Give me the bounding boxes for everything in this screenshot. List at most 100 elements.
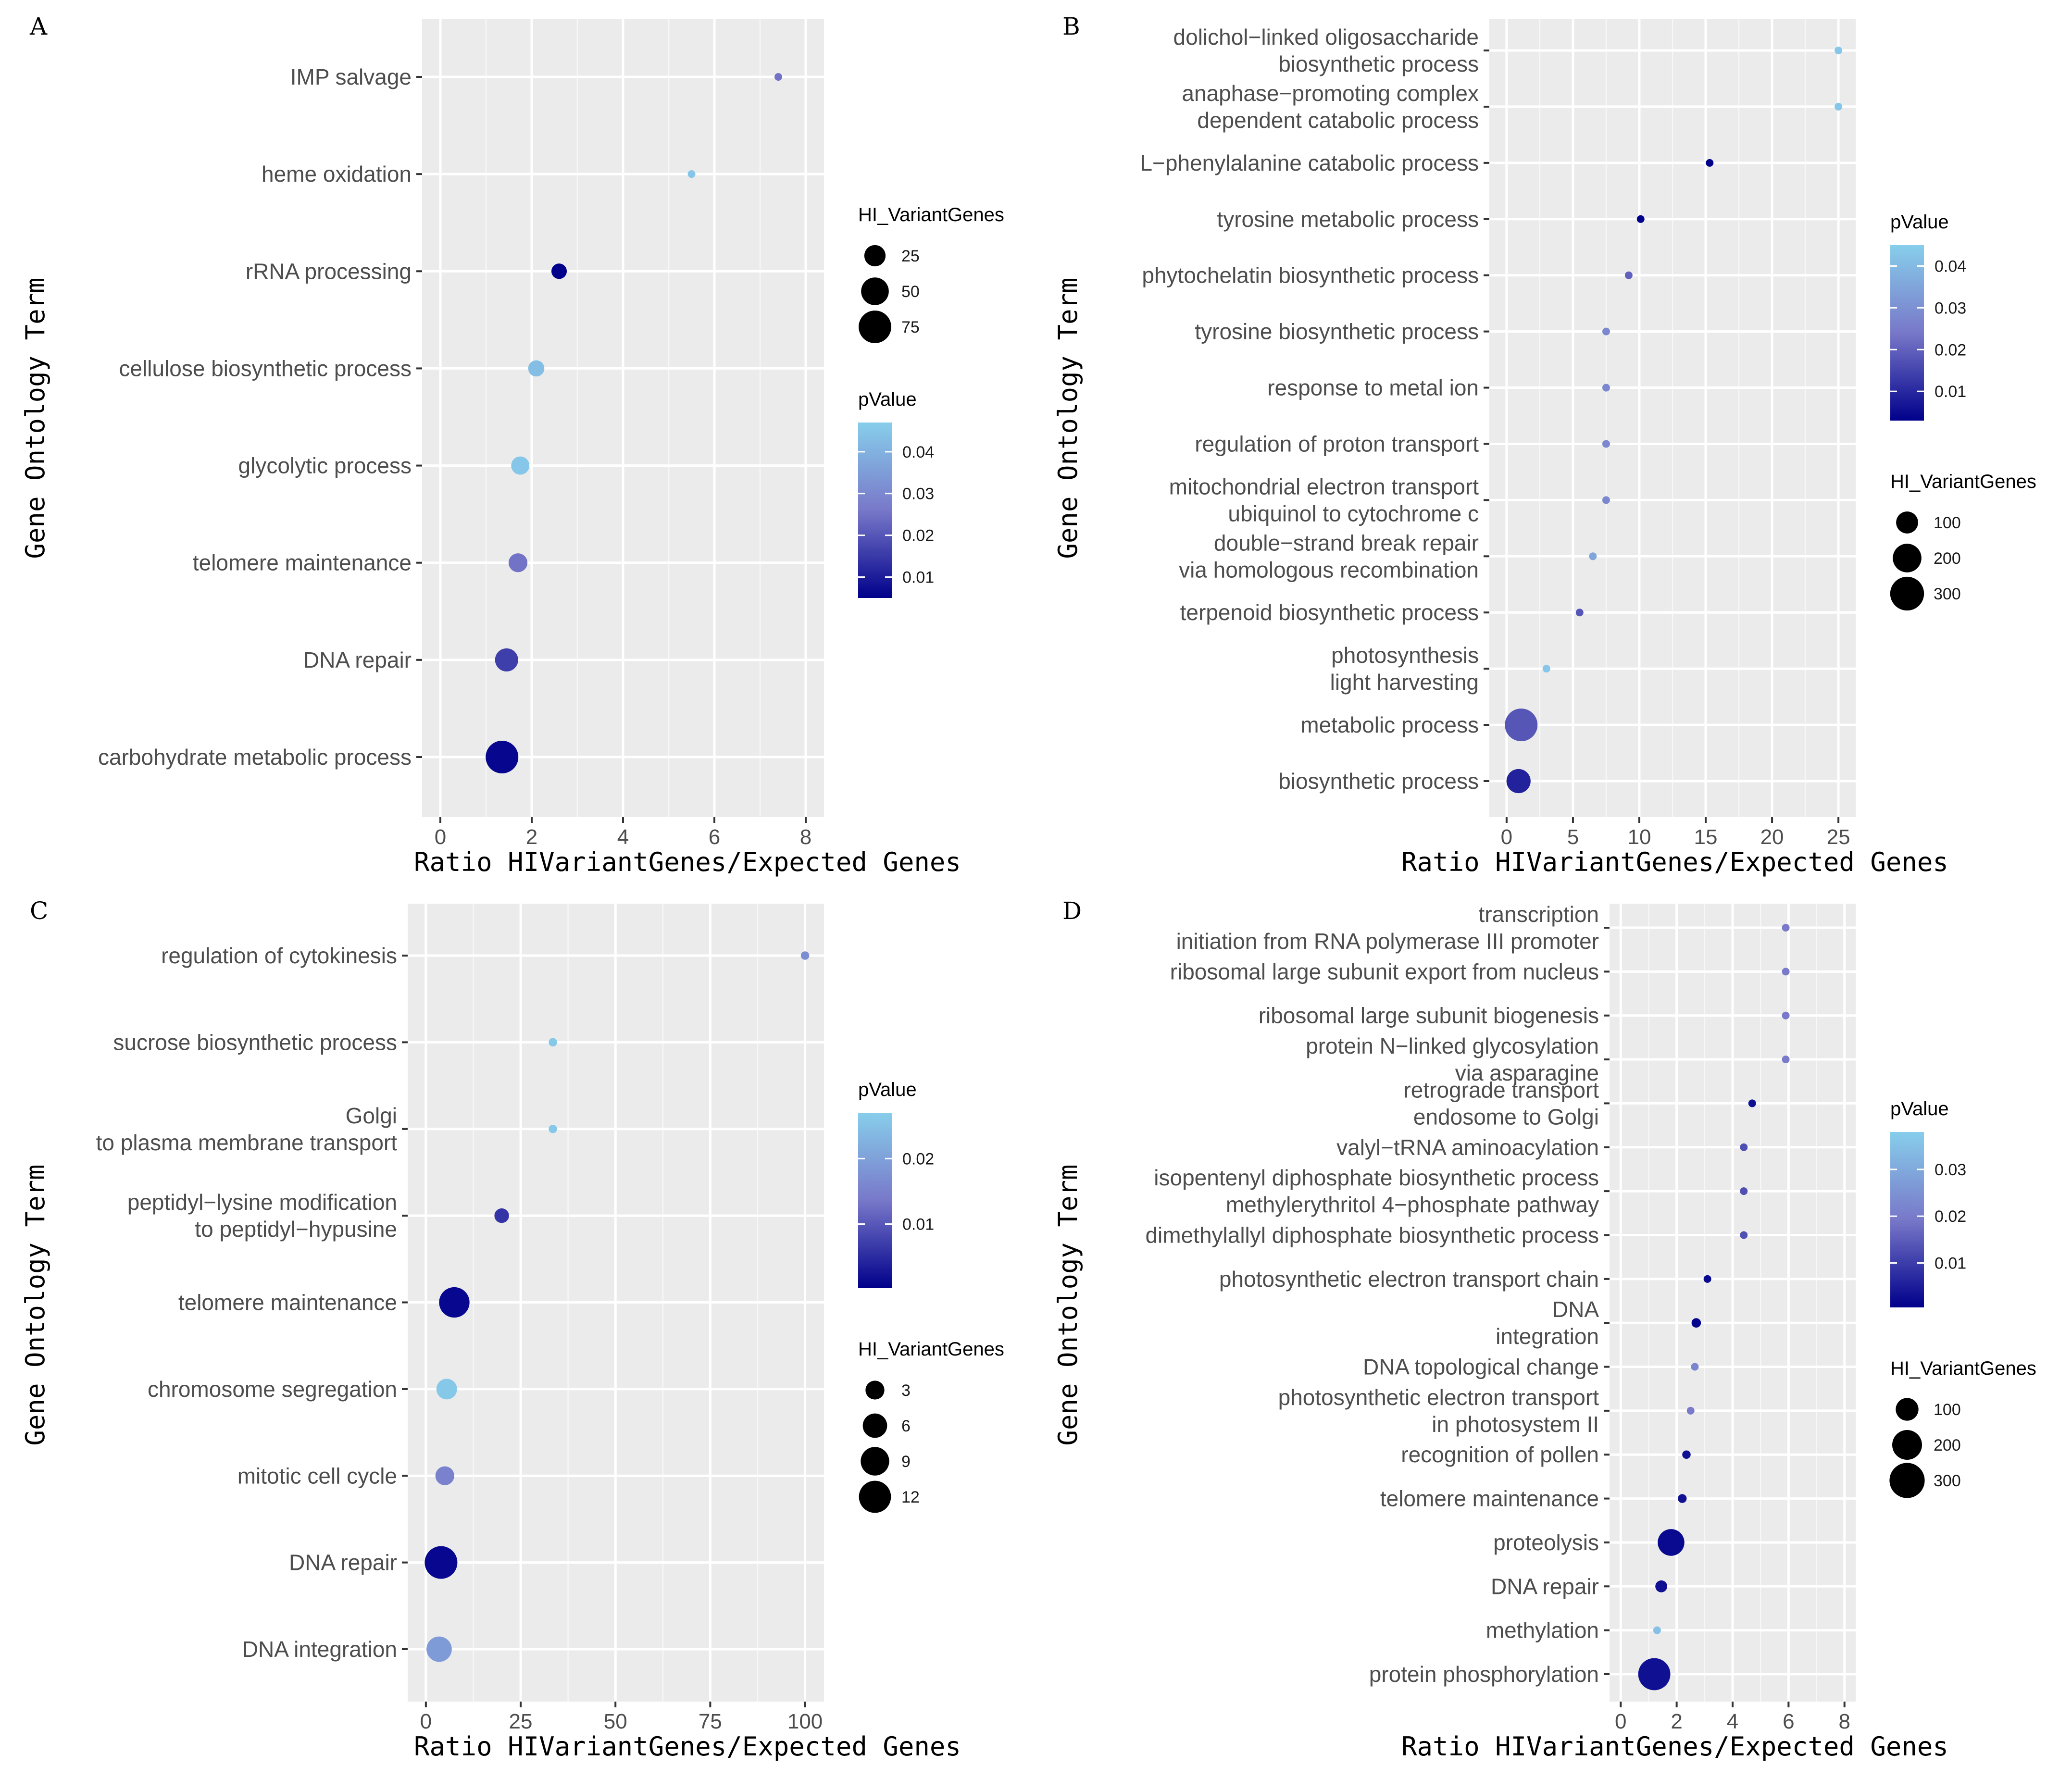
data-point [1505,709,1537,741]
data-point [549,1125,557,1133]
data-point [1782,924,1790,932]
x-tick-label: 100 [787,1710,823,1733]
data-point [495,648,518,671]
x-tick-label: 8 [1838,1710,1850,1733]
y-tick-label: photosynthetic electron transport in phot… [1278,1385,1599,1437]
y-tick-label-line: via homologous recombination [1179,557,1479,582]
size-legend-label: 25 [901,247,920,265]
data-point [1625,272,1633,279]
x-tick-label: 25 [509,1710,533,1733]
panel-label: C [30,897,48,925]
y-tick-label: protein phosphorylation [1369,1662,1599,1687]
data-point [1653,1627,1661,1634]
y-tick-label: dimethylallyl diphosphate biosynthetic p… [1145,1222,1599,1247]
x-tick-label: 5 [1567,825,1579,849]
y-axis-title: Gene Ontology Term [20,277,50,559]
y-tick-label-line: heme oxidation [262,162,412,187]
size-legend-label: 9 [901,1453,911,1471]
size-legend-label: 6 [901,1417,911,1435]
x-tick-label: 15 [1694,825,1718,849]
size-legend-label: 200 [1934,1436,1961,1455]
y-tick-label-line: photosynthetic electron transport [1278,1385,1599,1410]
color-bar-label: 0.04 [902,443,934,461]
data-point [1835,103,1842,111]
y-tick-label-line: DNA integration [242,1637,397,1662]
y-axis-title: Gene Ontology Term [1053,277,1083,559]
data-point [1638,1658,1671,1691]
y-tick-label: telomere maintenance [193,550,412,575]
y-tick-label-line: carbohydrate metabolic process [98,745,412,770]
y-tick-label: methylation [1486,1618,1599,1643]
y-tick-label-line: metabolic process [1300,712,1479,737]
y-tick-label: valyl−tRNA aminoacylation [1336,1135,1599,1160]
y-tick-label: L−phenylalanine catabolic process [1140,150,1479,175]
y-tick-label-line: ribosomal large subunit biogenesis [1259,1003,1599,1028]
y-tick-label-line: phytochelatin biosynthetic process [1142,263,1479,288]
panel-b: B 0 5 10 15 20 25 dolichol−linked oligosacchari… [1053,12,2036,877]
x-tick-label: 50 [604,1710,627,1733]
y-axis-title: Gene Ontology Term [1053,1164,1083,1445]
x-axis-title: Ratio HIVariantGenes/Expected Genes [1401,1731,1948,1762]
y-tick-label-line: telomere maintenance [178,1290,397,1315]
size-legend-dot [859,311,891,343]
y-tick-label-line: anaphase−promoting complex [1182,81,1479,106]
y-tick-label: heme oxidation [262,162,412,187]
size-legend-dot [1890,577,1924,610]
y-tick-label-line: retrograde transport [1403,1077,1599,1102]
y-tick-label-line: terpenoid biosynthetic process [1180,600,1479,625]
data-point [1748,1099,1756,1107]
data-point [549,1038,557,1047]
size-legend-title: HI_VariantGenes [858,204,1004,225]
y-tick-label: DNA integration [1496,1297,1599,1349]
color-bar-label: 0.01 [1935,1255,1966,1273]
data-point [1692,1318,1701,1328]
y-tick-label: proteolysis [1493,1530,1599,1555]
y-tick-label-line: valyl−tRNA aminoacylation [1336,1135,1599,1160]
x-tick-label: 6 [709,825,720,849]
color-legend-title: pValue [1890,1098,1949,1119]
y-tick-label: telomere maintenance [1380,1486,1599,1511]
y-tick-label-line: telomere maintenance [193,550,412,575]
y-tick-label: photosynthetic electron transport chain [1219,1267,1599,1292]
y-tick-label-line: to plasma membrane transport [96,1130,398,1155]
data-point [1637,215,1645,223]
data-point [486,741,518,773]
y-tick-label: photosynthesis light harvesting [1330,643,1479,695]
y-tick-label-line: cellulose biosynthetic process [119,356,412,381]
y-tick-label: retrograde transport endosome to Golgi [1403,1077,1599,1129]
data-point [511,457,529,475]
data-point [1602,384,1610,392]
y-tick-label: anaphase−promoting complex dependent cata… [1182,81,1479,133]
size-legend-title: HI_VariantGenes [1890,471,2036,492]
color-legend-title: pValue [858,389,917,410]
x-axis-title: Ratio HIVariantGenes/Expected Genes [1401,847,1948,877]
size-legend-label: 100 [1934,1401,1961,1419]
x-tick-label: 0 [1501,825,1512,849]
data-point [509,553,527,572]
color-bar [858,1113,892,1288]
y-tick-label-line: DNA repair [289,1550,397,1575]
y-tick-label-line: L−phenylalanine catabolic process [1140,150,1479,175]
size-legend-dot [1889,1463,1924,1498]
data-point [439,1287,469,1318]
color-legend-title: pValue [858,1079,917,1100]
color-bar-label: 0.04 [1935,257,1966,275]
panel-label: D [1062,897,1082,925]
data-point [801,951,810,960]
y-tick-label-line: recognition of pollen [1401,1442,1599,1467]
data-point [1589,552,1597,560]
y-tick-label-line: chromosome segregation [148,1377,397,1402]
size-legend-dot [1892,1430,1922,1460]
color-bar-label: 0.01 [1935,383,1966,401]
y-tick-label-line: ribosomal large subunit export from nucl… [1170,959,1599,984]
color-bar [1890,245,1924,421]
panel-a: A 0 2 4 6 8 IMP salvage heme oxidation rRNA proc… [20,12,1004,877]
y-tick-label: ribosomal large subunit export from nucl… [1170,959,1599,984]
data-point [1602,328,1610,336]
y-tick-label-line: glycolytic process [238,453,412,478]
data-point [1602,440,1610,448]
data-point [1658,1529,1685,1556]
y-tick-label-line: Golgi [346,1103,397,1128]
y-tick-label: chromosome segregation [148,1377,397,1402]
x-tick-label: 4 [617,825,629,849]
